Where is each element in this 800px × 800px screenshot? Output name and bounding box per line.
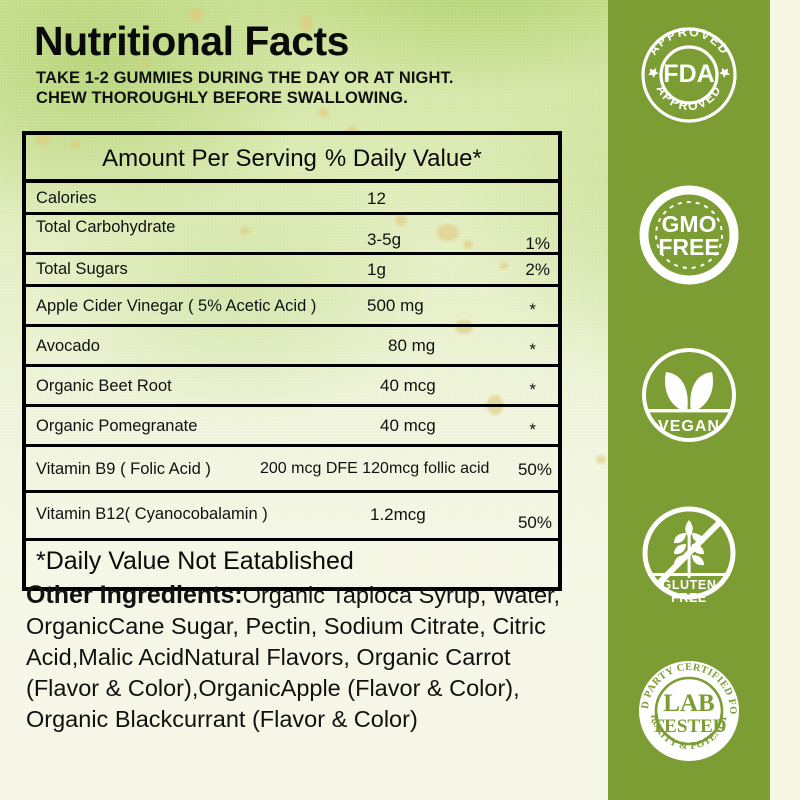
row-amount: 3-5g [367,230,402,249]
gmo-free-badge: GMO FREE [632,178,746,292]
table-row: Avocado 80 mg * [26,327,558,367]
table-footnote-row: *Daily Value Not Eatablished [26,541,558,587]
row-nutrient-name: Apple Cider Vinegar ( 5% Acetic Acid ) [36,297,317,315]
row-nutrient-name: Calories [36,189,97,207]
vegan-badge: VEGAN [632,338,746,452]
table-header-row: Amount Per Serving % Daily Value* [26,135,558,183]
row-daily-value: * [529,300,536,319]
table-row: Organic Beet Root 40 mcg * [26,367,558,407]
fda-center-text: FDA [663,60,714,88]
row-amount: 40 mcg [380,376,436,395]
certification-badge-panel: APPROVED APPROVED FDA GMO FREE [608,0,770,800]
row-amount: 40 mcg [380,416,436,435]
row-nutrient-name: Organic Beet Root [36,377,172,395]
gluten-divider-line [648,573,730,576]
other-ingredients-label: Other Ingredients: [26,581,243,609]
gluten-free-badge: GLUTEN FREE [632,496,746,610]
directions-line-2: CHEW THOROUGHLY BEFORE SWALLOWING. [36,89,408,107]
gluten-free-line-1: GLUTEN [662,578,717,592]
row-daily-value: * [529,340,536,359]
page-title: Nutritional Facts [34,18,349,64]
fda-star-icon [648,67,659,78]
other-ingredients-block: Other Ingredients:Organic Tapioca Syrup,… [26,580,586,735]
nutrition-facts-table: Amount Per Serving % Daily Value* Calorie… [22,131,562,591]
fda-approved-badge: APPROVED APPROVED FDA [632,18,746,132]
row-nutrient-name: Vitamin B9 ( Folic Acid ) [36,460,211,478]
amount-per-serving-header: Amount Per Serving [102,145,317,172]
fda-star-icon [719,67,730,78]
row-nutrient-name: Vitamin B12( Cyanocobalamin ) [36,505,268,523]
row-nutrient-name: Avocado [36,337,100,355]
row-amount: 1g [367,260,386,279]
directions-text: TAKE 1-2 GUMMIES DURING THE DAY OR AT NI… [36,68,454,108]
row-daily-value: * [529,420,536,439]
row-amount: 1.2mcg [370,505,426,524]
row-daily-value: * [529,380,536,399]
table-row: Apple Cider Vinegar ( 5% Acetic Acid ) 5… [26,287,558,327]
row-daily-value: 1% [525,234,550,253]
vegan-caption: VEGAN [658,418,720,435]
table-row: Calories 12 [26,183,558,215]
table-row: Vitamin B9 ( Folic Acid ) 200 mcg DFE 12… [26,447,558,493]
gmo-free-line-2: FREE [658,234,719,260]
row-daily-value: 2% [525,260,550,279]
lab-tested-line-1: LAB [663,690,714,717]
table-row: Organic Pomegranate 40 mcg * [26,407,558,447]
right-margin-strip [770,0,800,800]
row-amount: 200 mcg DFE 120mcg follic acid [260,460,490,477]
vegan-divider-line [648,409,730,413]
lab-tested-badge: 3RD PARTY CERTIFIED FOR PURITY & POTENCY… [632,654,746,768]
other-ingredients-text: Organic Tapioca Syrup, Water, OrganicCan… [26,582,561,732]
row-nutrient-name: Organic Pomegranate [36,417,198,435]
main-content: Nutritional Facts TAKE 1-2 GUMMIES DURIN… [22,18,586,735]
row-daily-value: 50% [517,513,552,532]
row-nutrient-name: Total Sugars [36,260,128,278]
daily-value-footnote: *Daily Value Not Eatablished [36,547,354,575]
lab-tested-line-2: TESTED [652,716,727,737]
daily-value-header: % Daily Value* [324,145,482,172]
table-row: Total Carbohydrate 3-5g 1% [26,215,558,255]
leaf-icon [664,372,714,412]
row-amount: 12 [367,189,386,208]
row-amount: 80 mg [388,336,436,355]
gmo-free-line-1: GMO [662,211,717,237]
table-row: Total Sugars 1g 2% [26,255,558,287]
table-row: Vitamin B12( Cyanocobalamin ) 1.2mcg 50% [26,493,558,541]
row-nutrient-name: Total Carbohydrate [36,218,176,236]
row-daily-value: 50% [517,460,552,479]
wheat-icon [674,520,704,578]
row-amount: 500 mg [367,296,424,315]
directions-line-1: TAKE 1-2 GUMMIES DURING THE DAY OR AT NI… [36,69,454,87]
gluten-free-line-2: FREE [671,591,707,605]
